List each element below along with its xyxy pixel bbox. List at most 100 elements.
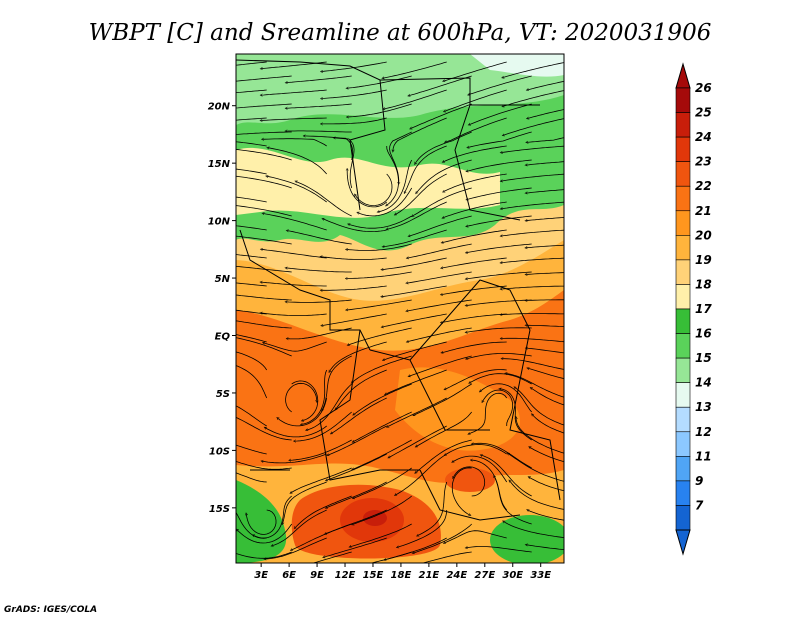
streamline [530, 447, 564, 463]
cool-patch-se [490, 515, 564, 563]
streamline [441, 313, 507, 323]
x-tick-label: 12E [335, 570, 356, 581]
colorbar: 26 25 24 23 22 21 20 19 18 17 16 15 14 13 12 11 9 7 [675, 62, 712, 556]
streamline [442, 341, 507, 353]
streamline [421, 551, 472, 563]
streamline [501, 285, 564, 289]
streamline [382, 313, 447, 327]
streamline [328, 425, 387, 455]
streamline [268, 148, 327, 175]
streamline [383, 61, 447, 78]
colorbar-label: 9 [695, 474, 703, 488]
streamline [409, 75, 472, 96]
streamline [443, 145, 507, 162]
streamline [389, 131, 412, 184]
colorbar-segment [675, 431, 691, 457]
streamline [236, 175, 292, 189]
streamline [278, 397, 328, 427]
streamline [321, 285, 387, 290]
streamline [312, 551, 352, 563]
streamline [323, 219, 387, 233]
streamline [528, 368, 564, 380]
streamline [326, 481, 387, 508]
colorbar-segment [675, 284, 691, 310]
streamline [322, 355, 352, 410]
streamline [290, 439, 352, 460]
streamline [236, 461, 292, 470]
country-borders [236, 59, 561, 521]
x-tick-label: 18E [391, 570, 412, 581]
streamline [291, 467, 352, 493]
streamline [353, 495, 412, 525]
y-tick-label: EQ [215, 332, 231, 343]
streamline [236, 337, 292, 357]
streamline [286, 131, 352, 132]
streamline [527, 80, 564, 90]
streamline [466, 353, 532, 359]
streamline [236, 205, 292, 217]
streamline [349, 215, 412, 229]
colorbar-label: 22 [695, 179, 712, 193]
x-axis: 3E 6E 9E 12E 15E 18E 21E 24E 27E 30E 33E [254, 563, 551, 581]
streamline [393, 117, 447, 151]
streamline [526, 348, 564, 354]
x-tick-label: 9E [310, 570, 324, 581]
streamline [453, 466, 486, 497]
colorbar-label: 11 [695, 449, 712, 463]
colorbar-label: 21 [695, 204, 712, 218]
streamline [236, 103, 292, 109]
streamline [294, 411, 352, 441]
streamline [347, 169, 387, 208]
x-tick-label: 15E [363, 570, 384, 581]
colorbar-label: 17 [695, 302, 712, 316]
streamline [336, 369, 387, 410]
streamline [321, 89, 387, 99]
streamline [529, 477, 564, 492]
streamline [407, 271, 472, 283]
streamline [412, 187, 472, 216]
streamline [265, 537, 327, 559]
streamline [501, 201, 564, 209]
chart-title: WBPT [C] and Sreamline at 600hPa, VT: 20… [89, 20, 712, 46]
streamline [417, 481, 448, 536]
streamline [444, 89, 507, 112]
streamline [531, 388, 564, 406]
streamline [334, 138, 355, 189]
y-tick-label: 20N [208, 102, 231, 113]
streamline [236, 472, 267, 483]
streamline [411, 103, 472, 129]
streamline [236, 196, 267, 203]
streamline [453, 455, 508, 483]
streamline [236, 511, 267, 539]
streamline [416, 159, 472, 193]
streamline [386, 145, 399, 206]
streamline [236, 168, 267, 175]
streamline [287, 231, 352, 245]
streamline [353, 411, 412, 442]
streamline [237, 523, 293, 544]
x-tick-label: 3E [254, 570, 268, 581]
colorbar-segment [675, 87, 691, 113]
streamline [515, 387, 564, 426]
streamline [296, 181, 352, 217]
colorbar-segment [675, 112, 691, 138]
streamline [501, 173, 564, 181]
streamline [352, 355, 412, 383]
streamline [528, 510, 564, 521]
streamline [466, 327, 532, 333]
streamline [236, 265, 292, 273]
streamline [416, 411, 473, 447]
streamline [236, 294, 292, 301]
streamline [236, 405, 267, 427]
streamline [443, 173, 507, 192]
streamline [236, 309, 267, 315]
streamline [397, 509, 448, 547]
streamline [261, 89, 327, 95]
streamline [467, 187, 532, 200]
streamline [346, 271, 412, 279]
streamline [467, 215, 532, 226]
streamline [526, 244, 564, 248]
streamline [286, 75, 352, 83]
streamline [395, 453, 447, 495]
colorbar-label: 25 [695, 106, 712, 120]
